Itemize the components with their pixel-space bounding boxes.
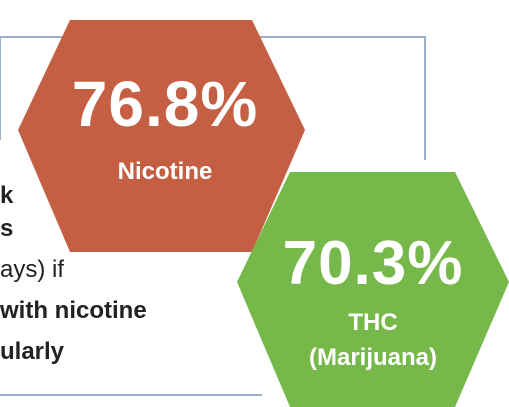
description-line-4: with nicotine (0, 297, 147, 324)
description-line-3: ays) if (0, 256, 65, 283)
description-line-5: ularly (0, 338, 65, 365)
thc-percentage: 70.3% (282, 229, 464, 298)
nicotine-label: Nicotine (117, 158, 213, 185)
nicotine-percentage: 76.8% (71, 68, 259, 140)
description-line-1: k (0, 182, 14, 209)
thc-label: THC (348, 309, 398, 336)
description-line-2: s (0, 215, 14, 242)
thc-sublabel: (Marijuana) (308, 344, 437, 371)
